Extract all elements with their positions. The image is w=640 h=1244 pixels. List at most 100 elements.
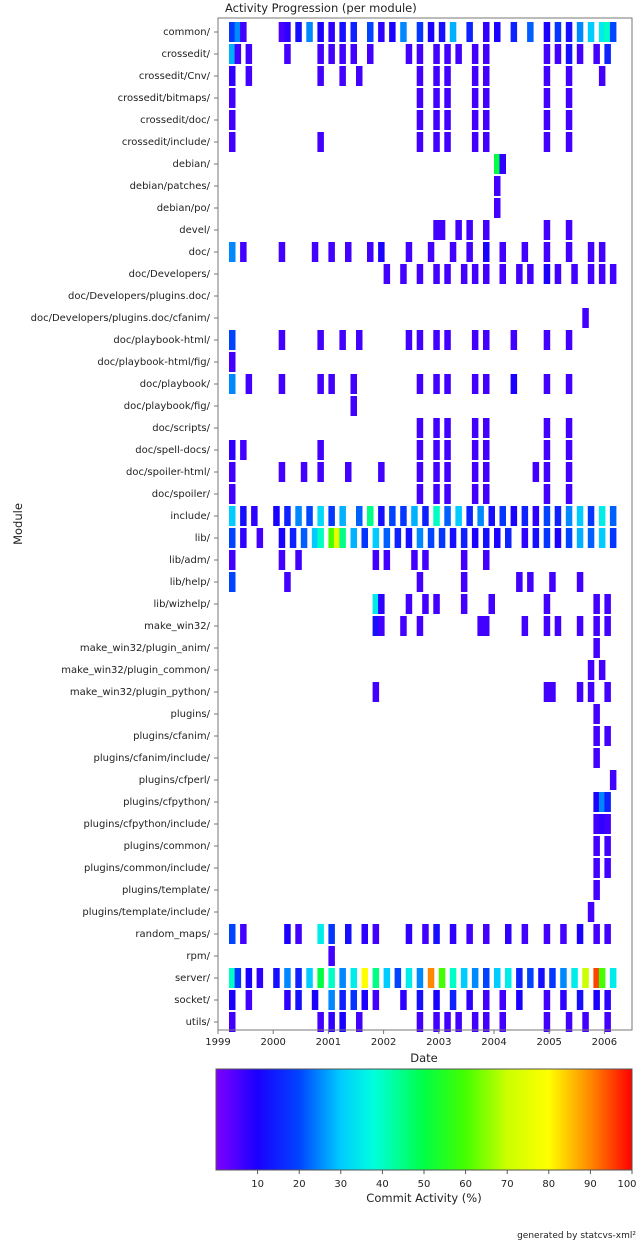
heatmap-cell [433,440,440,460]
heatmap-cell [240,528,247,548]
heatmap-cell [317,44,324,64]
heatmap-cell [256,528,264,548]
heatmap-cell [609,770,617,790]
heatmap-cell [405,528,413,548]
heatmap-cell [471,330,479,350]
heatmap-cell [339,22,346,42]
module-label: crossedit/bitmaps/ [118,93,211,104]
heatmap-cell [350,374,357,394]
chart-title: Activity Progression (per module) [225,1,417,15]
heatmap-cell [549,572,556,592]
heatmap-cell [483,990,490,1010]
heatmap-cell [587,902,595,922]
heatmap-cell [609,968,617,988]
heatmap-cell [483,88,490,108]
heatmap-cell [543,1012,551,1032]
heatmap-cell [416,440,424,460]
heatmap-cell [278,550,286,570]
heatmap-cell [483,440,490,460]
heatmap-cell [576,682,584,702]
heatmap-cell [598,264,606,284]
colorbar-tick-label: 70 [501,1179,514,1190]
heatmap-cell [554,506,562,526]
heatmap-cell [278,462,286,482]
module-label: lib/adm/ [169,555,210,566]
heatmap-cell [350,528,357,548]
heatmap-cell [471,66,479,86]
heatmap-cell [593,616,600,636]
heatmap-cell [499,242,506,262]
heatmap-cell [433,594,440,614]
x-tick-label: 2003 [426,1037,451,1048]
heatmap-cell [405,242,413,262]
heatmap-cell [460,572,468,592]
heatmap-cell [560,968,567,988]
heatmap-cell [433,462,440,482]
module-label: doc/Developers/plugins.doc/cfanim/ [31,313,211,324]
heatmap-cell [433,990,440,1010]
heatmap-cell [604,616,611,636]
heatmap-cell [593,836,600,856]
module-label: doc/ [189,247,211,258]
heatmap-cell [455,1012,462,1032]
heatmap-cell [471,88,479,108]
heatmap-cell [466,22,473,42]
heatmap-cell [333,528,341,548]
heatmap-cell [367,242,374,262]
heatmap-cell [416,66,424,86]
heatmap-cell [543,220,551,240]
colorbar-tick-label: 100 [617,1179,636,1190]
heatmap-cell [416,110,424,130]
heatmap-cell [229,66,236,86]
colorbar-tick-label: 10 [251,1179,264,1190]
x-tick-label: 1999 [205,1037,230,1048]
heatmap-cell [339,968,346,988]
module-label: doc/playbook/ [140,379,211,390]
heatmap-cell [433,484,440,504]
heatmap-cell [416,88,424,108]
heatmap-cell [345,924,352,944]
heatmap-cell [593,814,600,834]
heatmap-cell [499,264,506,284]
heatmap-cell [433,418,440,438]
heatmap-cell [378,616,385,636]
heatmap-cell [483,924,490,944]
heatmap-cell [543,66,551,86]
heatmap-cell [532,528,540,548]
heatmap-cell [295,924,302,944]
heatmap-cell [471,1012,479,1032]
heatmap-cell [466,242,473,262]
heatmap-cell [471,440,479,460]
heatmap-cell [543,990,551,1010]
heatmap-cell [593,880,600,900]
module-label: plugins/common/include/ [84,863,211,874]
x-tick-label: 2004 [481,1037,506,1048]
heatmap-cell [317,330,324,350]
module-label: plugins/common/ [124,841,211,852]
heatmap-cell [229,374,236,394]
heatmap-cell [278,528,286,548]
heatmap-cell [416,462,424,482]
heatmap-cell [471,132,479,152]
heatmap-cell [565,132,573,152]
heatmap-cell [483,374,490,394]
colorbar-tick-label: 30 [334,1179,347,1190]
heatmap-cell [598,528,606,548]
heatmap-cell [565,440,573,460]
heatmap-cell [494,22,501,42]
heatmap-cell [317,968,324,988]
heatmap-cell [471,418,479,438]
heatmap-cell [488,594,495,614]
heatmap-cell [609,22,617,42]
heatmap-cell [576,44,584,64]
heatmap-cell [306,506,313,526]
heatmap-cell [444,1012,451,1032]
heatmap-cell [604,594,611,614]
heatmap-cell [543,924,551,944]
colorbar-tick-label: 50 [418,1179,431,1190]
heatmap-cell [289,528,297,548]
heatmap-cell [598,22,606,42]
heatmap-cell [483,418,490,438]
heatmap-cell [328,242,335,262]
heatmap-cell [416,484,424,504]
